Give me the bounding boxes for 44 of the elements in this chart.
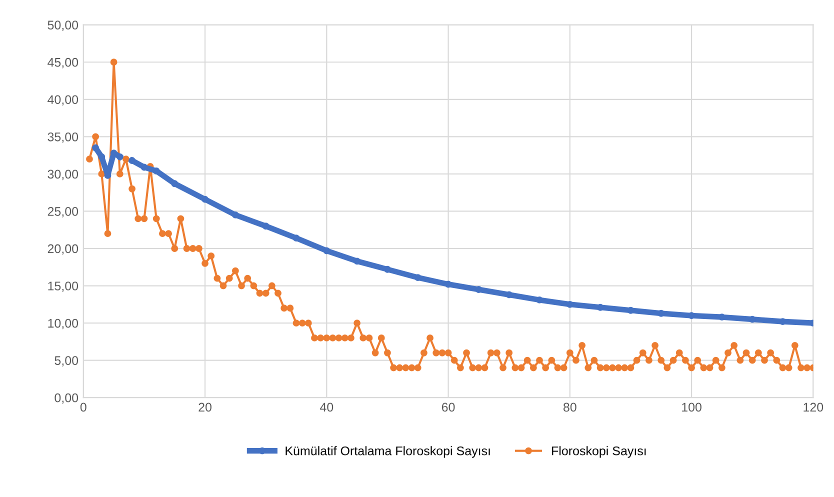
point bbox=[292, 234, 300, 242]
point bbox=[262, 222, 270, 230]
point bbox=[152, 167, 160, 174]
x-tick-label: 80 bbox=[563, 402, 576, 412]
y-tick-label: 10,00 bbox=[48, 318, 78, 330]
y-tick-label: 20,00 bbox=[48, 244, 78, 255]
y-tick-label: 25,00 bbox=[48, 207, 78, 218]
point bbox=[658, 310, 665, 317]
point bbox=[323, 247, 330, 254]
y-tick-label: 40,00 bbox=[48, 95, 78, 106]
legend-label: Floroskopi Sayısı bbox=[552, 446, 646, 458]
x-tick-label: 120 bbox=[804, 402, 824, 412]
point bbox=[128, 157, 136, 164]
point bbox=[202, 196, 208, 203]
x-tick-label: 100 bbox=[682, 402, 702, 412]
y-tick-label: 45,00 bbox=[48, 58, 78, 68]
x-tick-label: 0 bbox=[80, 402, 86, 412]
point bbox=[354, 258, 361, 265]
point bbox=[171, 180, 178, 188]
point bbox=[98, 153, 106, 160]
x-tick-label: 20 bbox=[198, 402, 212, 412]
point bbox=[232, 211, 239, 218]
y-tick-label: 35,00 bbox=[48, 132, 78, 143]
x-tick-label: 40 bbox=[320, 402, 334, 412]
y-tick-label: 30,00 bbox=[48, 170, 78, 180]
point bbox=[384, 266, 391, 273]
y-tick-label: 15,00 bbox=[48, 282, 78, 292]
point bbox=[627, 306, 634, 314]
point bbox=[116, 153, 124, 160]
y-tick-label: 0,00 bbox=[54, 393, 78, 404]
x-tick-label: 60 bbox=[442, 402, 455, 412]
point bbox=[92, 144, 100, 152]
point bbox=[444, 280, 452, 288]
point bbox=[566, 300, 574, 308]
y-tick-label: 5,00 bbox=[54, 356, 78, 366]
legend-label: Kümülatif Ortalama Floroskopi Sayısı bbox=[286, 446, 490, 458]
point bbox=[688, 312, 695, 320]
point bbox=[414, 274, 422, 282]
point bbox=[475, 286, 482, 293]
point bbox=[140, 164, 148, 171]
point bbox=[536, 296, 543, 304]
point bbox=[596, 304, 604, 311]
y-tick-label: 50,00 bbox=[48, 20, 78, 31]
point bbox=[506, 291, 513, 298]
